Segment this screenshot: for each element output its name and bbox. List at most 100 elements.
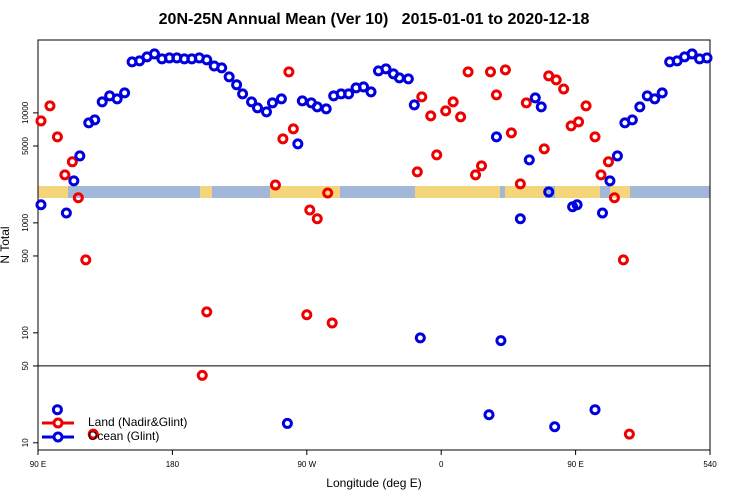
point [573,116,585,128]
land-strip [505,186,545,198]
point [623,428,635,440]
point [68,175,80,187]
y-tick-label: 100 [21,326,30,340]
point [60,207,72,219]
x-tick-label: 90 W [297,460,316,469]
point [499,64,511,76]
point [292,138,304,150]
point [365,86,377,98]
point [148,48,160,60]
point [275,93,287,105]
point [580,100,592,112]
point [549,421,561,433]
land-strip [555,186,600,198]
point [96,96,108,108]
point [393,72,405,84]
map-strip [38,186,710,198]
point [425,110,437,122]
point [201,54,213,66]
point [343,88,355,100]
point [514,213,526,225]
point [44,100,56,112]
point [35,199,47,211]
point [322,187,334,199]
legend-label: Land (Nadir&Glint) [88,415,187,429]
x-tick-label: 0 [439,460,444,469]
point [269,179,281,191]
point [59,169,71,181]
y-tick-label: 1000 [21,213,30,231]
point [490,131,502,143]
legend-marker [52,431,64,443]
plot-frame [37,39,711,451]
point [455,111,467,123]
legend-marker [52,417,64,429]
y-tick-label: 10 [21,438,30,447]
point [529,92,541,104]
point [408,99,420,111]
point [311,101,323,113]
point [462,66,474,78]
point [402,73,414,85]
point [604,175,616,187]
point [111,93,123,105]
point [416,91,428,103]
y-axis-label: N Total [0,226,12,263]
x-tick-label: 180 [166,460,180,469]
point [51,404,63,416]
point [611,150,623,162]
point [589,404,601,416]
point [80,254,92,266]
point [602,156,614,168]
point [380,63,392,75]
point [617,254,629,266]
point [266,97,278,109]
land-strip [270,186,340,198]
point [246,96,258,108]
point [595,169,607,181]
point [296,95,308,107]
x-tick-label: 90 E [30,460,46,469]
point [634,101,646,113]
y-tick-label: 500 [21,249,30,263]
point [196,369,208,381]
point [411,166,423,178]
y-tick-label: 50 [21,361,30,370]
point [320,103,332,115]
chart-title: 20N-25N Annual Mean (Ver 10) 2015-01-01 … [159,11,590,28]
point [304,204,316,216]
point [51,131,63,143]
point [277,133,289,145]
point [535,101,547,113]
point [87,428,99,440]
land-strip [610,186,630,198]
point [520,97,532,109]
point [505,127,517,139]
legend-label: Ocean (Glint) [88,429,159,443]
point [523,154,535,166]
point [626,114,638,126]
point [543,186,555,198]
point [237,88,249,100]
point [571,199,583,211]
point [74,150,86,162]
point [119,87,131,99]
point [66,156,78,168]
point [484,66,496,78]
point [649,93,661,105]
point [72,192,84,204]
point [656,87,668,99]
point [470,169,482,181]
point [301,309,313,321]
x-tick-label: 540 [703,460,717,469]
point [223,71,235,83]
x-tick-label: 90 E [567,460,583,469]
point [514,178,526,190]
point [216,62,228,74]
point [231,79,243,91]
point [447,96,459,108]
point [287,123,299,135]
land-strip [415,186,500,198]
point [283,66,295,78]
